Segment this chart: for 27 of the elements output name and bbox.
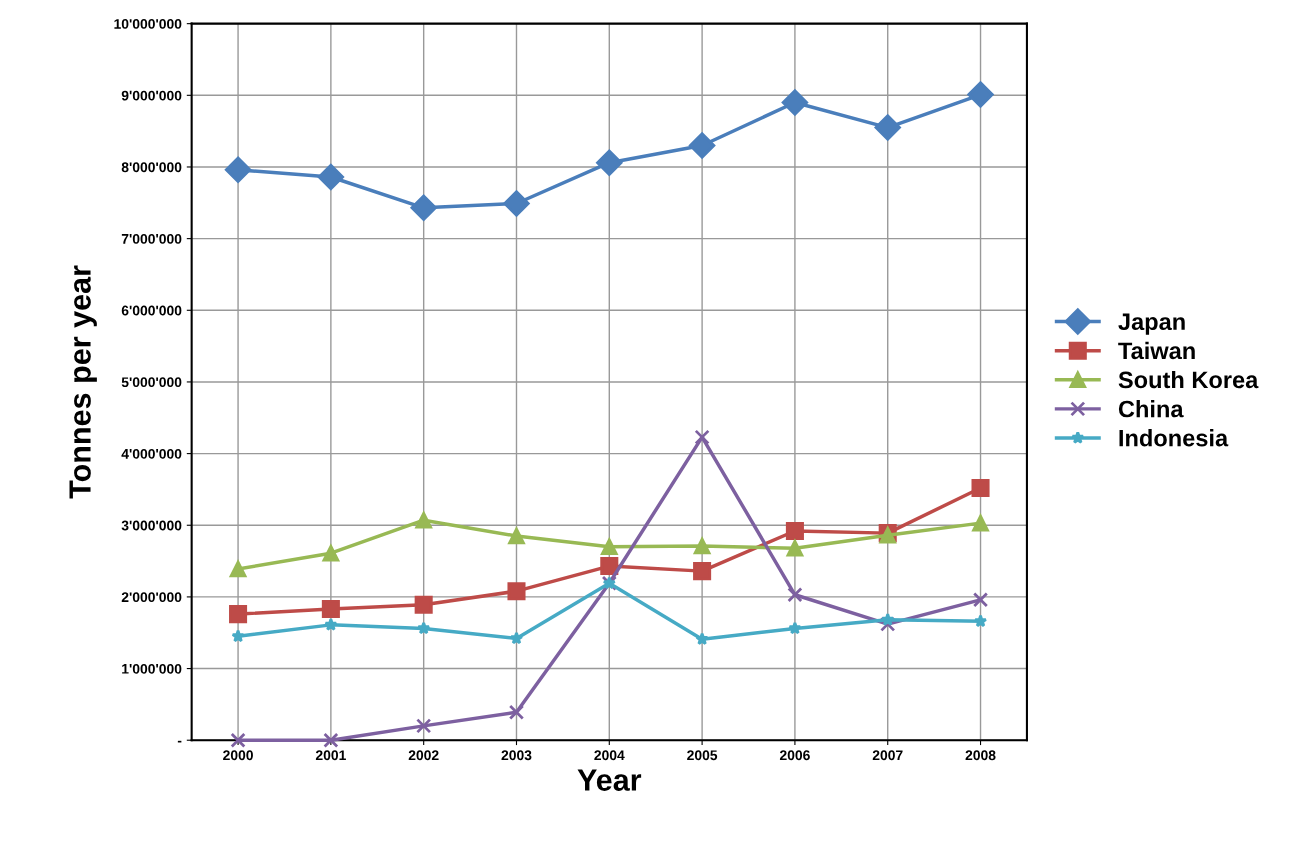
x-tick-label: 2002 xyxy=(408,750,439,761)
y-tick-label: 8'000'000 xyxy=(121,162,182,173)
x-tick-label: 2001 xyxy=(315,750,346,761)
legend-label: Indonesia xyxy=(1119,429,1229,447)
legend-label: China xyxy=(1118,400,1184,418)
y-tick-label: 7'000'000 xyxy=(121,233,182,244)
y-axis-title: Tonnes per year xyxy=(69,265,97,499)
x-tick-label: 2000 xyxy=(223,750,253,761)
x-tick-label: 2003 xyxy=(501,750,532,761)
x-tick-label: 2006 xyxy=(779,750,810,761)
legend-label: Japan xyxy=(1118,313,1185,335)
x-axis-title: Year xyxy=(577,769,642,791)
y-tick-label: - xyxy=(177,740,182,743)
legend-label: South Korea xyxy=(1118,370,1259,389)
y-tick-label: 6'000'000 xyxy=(121,305,182,316)
y-tick-label: 10'000'000 xyxy=(114,18,182,29)
x-tick-label: 2008 xyxy=(965,750,996,761)
x-tick-label: 2005 xyxy=(687,750,718,761)
x-tick-label: 2007 xyxy=(872,750,903,761)
y-tick-label: 2'000'000 xyxy=(121,592,182,603)
y-tick-label: 9'000'000 xyxy=(121,90,182,101)
y-tick-label: 3'000'000 xyxy=(121,520,182,531)
x-tick-label: 2004 xyxy=(594,750,625,761)
y-tick-label: 5'000'000 xyxy=(121,377,182,388)
y-tick-label: 1'000'000 xyxy=(122,663,182,674)
legend-label: Taiwan xyxy=(1118,341,1195,360)
y-tick-label: 4'000'000 xyxy=(121,448,182,459)
